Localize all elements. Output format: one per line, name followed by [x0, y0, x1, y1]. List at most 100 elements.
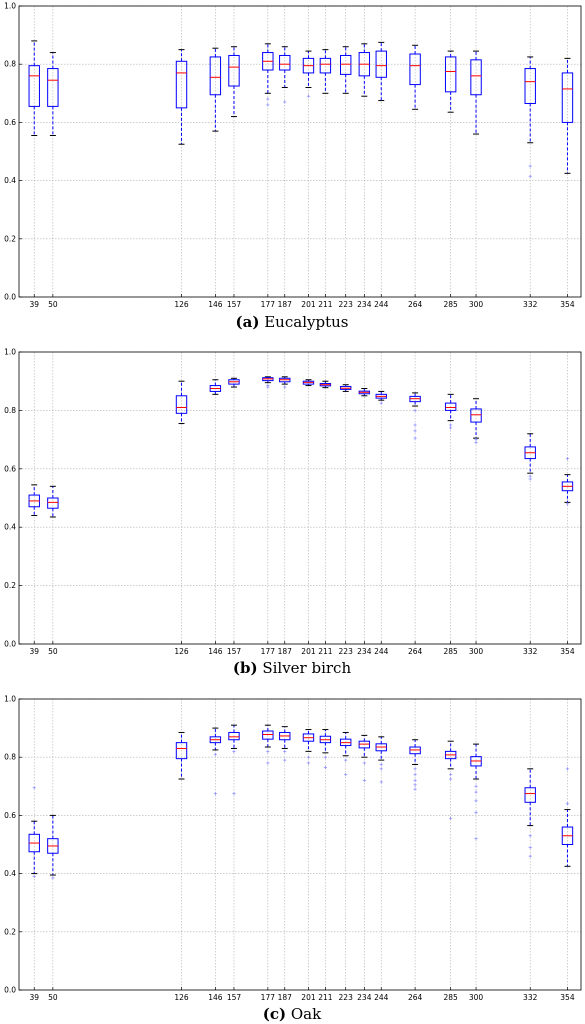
- box-211: [319, 49, 332, 94]
- panel-letter: (b): [233, 659, 258, 677]
- box-157: [228, 46, 240, 118]
- box-264: [409, 392, 421, 440]
- outlier-point: [232, 749, 236, 753]
- outlier-point: [528, 477, 532, 481]
- box-iqr: [175, 742, 188, 760]
- y-tick-label: 0.8: [4, 406, 16, 415]
- outlier-point: [474, 810, 478, 815]
- outlier-point: [306, 755, 311, 759]
- box-354: [561, 57, 574, 174]
- y-tick-label: 0.6: [4, 118, 16, 127]
- outlier-point: [565, 767, 570, 771]
- box-354: [561, 456, 574, 506]
- outlier-point: [413, 423, 417, 427]
- box-126: [175, 731, 188, 780]
- box-264: [409, 44, 421, 110]
- box-iqr: [470, 408, 482, 423]
- outlier-point: [528, 845, 532, 850]
- box-234: [358, 388, 371, 397]
- x-tick-label: 354: [560, 647, 575, 656]
- x-tick-label: 201: [301, 300, 316, 309]
- y-tick-label: 0.0: [4, 293, 16, 302]
- outlier-point: [474, 790, 478, 794]
- x-tick-label: 187: [278, 993, 293, 1002]
- x-tick-label: 244: [374, 300, 389, 309]
- box-iqr: [524, 68, 536, 104]
- outlier-point: [449, 423, 453, 427]
- box-187: [279, 376, 291, 389]
- outlier-point: [413, 429, 417, 433]
- panel-title: Eucalyptus: [259, 313, 348, 331]
- x-tick-label: 157: [227, 300, 242, 309]
- box-201: [302, 379, 315, 387]
- y-tick-label: 0.2: [4, 234, 16, 243]
- box-244: [375, 736, 387, 784]
- box-223: [340, 731, 352, 777]
- x-tick-label: 177: [261, 647, 276, 656]
- outlier-point: [283, 385, 287, 389]
- x-tick-label: 146: [208, 647, 223, 656]
- plot-frame: [18, 351, 582, 645]
- box-50: [47, 814, 59, 880]
- y-tick-label: 0.2: [4, 927, 16, 936]
- box-iqr: [444, 402, 457, 411]
- x-tick-label: 332: [523, 300, 538, 309]
- box-iqr: [375, 50, 387, 78]
- outlier-point: [266, 97, 270, 101]
- y-tick-label: 0.6: [4, 464, 16, 473]
- outlier-point: [474, 837, 478, 841]
- panel-caption: (b) Silver birch: [233, 659, 352, 677]
- box-157: [228, 377, 240, 388]
- x-tick-label: 332: [523, 993, 538, 1002]
- y-tick-label: 0.4: [4, 523, 16, 532]
- box-iqr: [28, 65, 40, 107]
- x-tick-label: 354: [560, 993, 575, 1002]
- panel-caption: (c) Oak: [263, 1005, 322, 1023]
- x-tick-label: 39: [29, 300, 39, 309]
- box-iqr: [524, 787, 536, 803]
- y-tick-label: 1.0: [4, 2, 16, 11]
- box-300: [470, 50, 482, 135]
- x-tick-label: 300: [469, 993, 484, 1002]
- outlier-point: [266, 103, 270, 107]
- box-iqr: [175, 60, 188, 109]
- x-tick-label: 157: [227, 993, 242, 1002]
- box-285: [444, 740, 457, 820]
- outlier-point: [283, 749, 287, 753]
- x-tick-label: 264: [408, 647, 423, 656]
- outlier-point: [413, 787, 417, 791]
- x-tick-label: 234: [357, 647, 372, 656]
- outlier-point: [362, 778, 366, 783]
- outlier-point: [32, 874, 36, 879]
- x-tick-label: 126: [174, 300, 189, 309]
- plot-frame: [18, 698, 582, 991]
- box-187: [279, 46, 291, 104]
- outlier-point: [474, 799, 478, 803]
- y-tick-label: 0.8: [4, 60, 16, 69]
- box-39: [28, 40, 40, 136]
- outlier-point: [413, 767, 417, 771]
- box-50: [47, 52, 59, 136]
- box-iqr: [209, 56, 222, 96]
- outlier-point: [51, 876, 55, 880]
- box-iqr: [228, 54, 240, 87]
- box-177: [262, 724, 274, 765]
- outlier-point: [283, 100, 287, 104]
- x-tick-label: 332: [523, 647, 538, 656]
- box-244: [375, 41, 387, 102]
- x-tick-label: 244: [374, 647, 389, 656]
- box-332: [524, 768, 536, 858]
- box-iqr: [228, 731, 240, 741]
- panel-letter: (a): [236, 313, 260, 331]
- x-tick-label: 223: [339, 300, 354, 309]
- box-146: [209, 727, 222, 796]
- outlier-point: [413, 778, 417, 783]
- x-tick-label: 126: [174, 993, 189, 1002]
- chart-panel-0: 0.0 0.2 0.4 0.6 0.8 1.0 39 50 126 146 157 177 187 201…: [4, 2, 582, 331]
- box-244: [375, 390, 387, 405]
- x-tick-label: 126: [174, 647, 189, 656]
- outlier-point: [213, 752, 217, 756]
- chart-panel-1: 0.0 0.2 0.4 0.6 0.8 1.0 39 50 126 146 157 177 187 201…: [4, 348, 582, 677]
- outlier-point: [474, 784, 478, 788]
